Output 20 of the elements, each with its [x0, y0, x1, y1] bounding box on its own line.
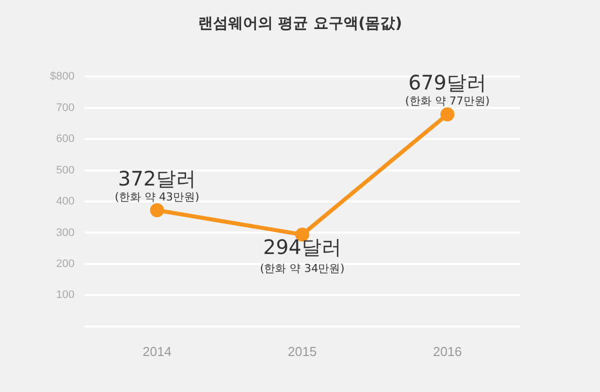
chart-title: 랜섬웨어의 평균 요구액(몸값): [196, 14, 404, 33]
y-tick-label: 600: [56, 133, 74, 146]
y-tick-label: 300: [56, 226, 74, 239]
annotation: (한화 약 77만원): [405, 94, 490, 108]
y-tick-label: 400: [56, 196, 74, 208]
y-tick-label: $800: [50, 70, 74, 83]
text: 679달러: [408, 70, 487, 95]
annotation: (한화 약 43만원): [114, 190, 200, 204]
text: 372달러: [118, 166, 196, 190]
x-tick-label: 2014: [142, 344, 172, 359]
x-tick-label: 2015: [288, 344, 317, 359]
annotation: (한화 약 34만원): [260, 262, 345, 275]
y-tick-label: 200: [56, 258, 74, 270]
y-tick-label: 700: [56, 102, 74, 114]
y-tick-label: 100: [56, 289, 74, 302]
point: [440, 107, 454, 122]
x-tick-label: 2016: [432, 344, 462, 359]
point: [150, 203, 164, 218]
text: 294달러: [263, 234, 342, 259]
y-tick-label: 500: [56, 164, 74, 176]
